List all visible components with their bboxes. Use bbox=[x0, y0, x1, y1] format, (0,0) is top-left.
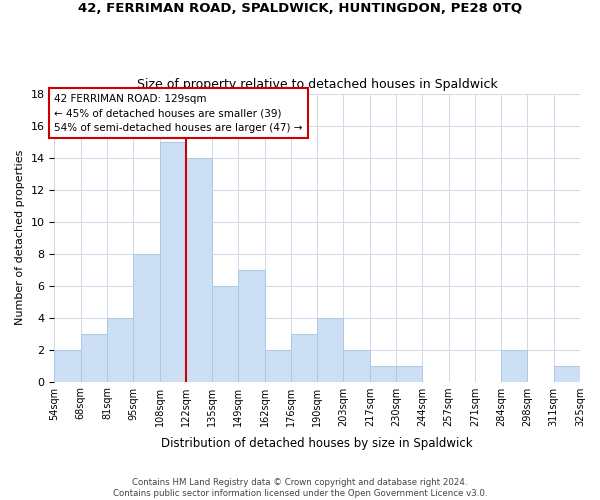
Y-axis label: Number of detached properties: Number of detached properties bbox=[15, 150, 25, 325]
Bar bbox=[186, 158, 212, 382]
Text: 42 FERRIMAN ROAD: 129sqm
← 45% of detached houses are smaller (39)
54% of semi-d: 42 FERRIMAN ROAD: 129sqm ← 45% of detach… bbox=[55, 94, 303, 133]
Bar bbox=[396, 366, 422, 382]
Bar bbox=[133, 254, 160, 382]
Bar bbox=[265, 350, 291, 382]
Text: 42, FERRIMAN ROAD, SPALDWICK, HUNTINGDON, PE28 0TQ: 42, FERRIMAN ROAD, SPALDWICK, HUNTINGDON… bbox=[78, 2, 522, 16]
X-axis label: Distribution of detached houses by size in Spaldwick: Distribution of detached houses by size … bbox=[161, 437, 473, 450]
Bar bbox=[160, 142, 186, 382]
Bar bbox=[554, 366, 580, 382]
Bar bbox=[317, 318, 343, 382]
Bar bbox=[501, 350, 527, 382]
Bar bbox=[55, 350, 80, 382]
Title: Size of property relative to detached houses in Spaldwick: Size of property relative to detached ho… bbox=[137, 78, 497, 91]
Text: Contains HM Land Registry data © Crown copyright and database right 2024.
Contai: Contains HM Land Registry data © Crown c… bbox=[113, 478, 487, 498]
Bar bbox=[212, 286, 238, 382]
Bar bbox=[80, 334, 107, 382]
Bar bbox=[291, 334, 317, 382]
Bar bbox=[370, 366, 396, 382]
Bar bbox=[343, 350, 370, 382]
Bar bbox=[238, 270, 265, 382]
Bar bbox=[107, 318, 133, 382]
